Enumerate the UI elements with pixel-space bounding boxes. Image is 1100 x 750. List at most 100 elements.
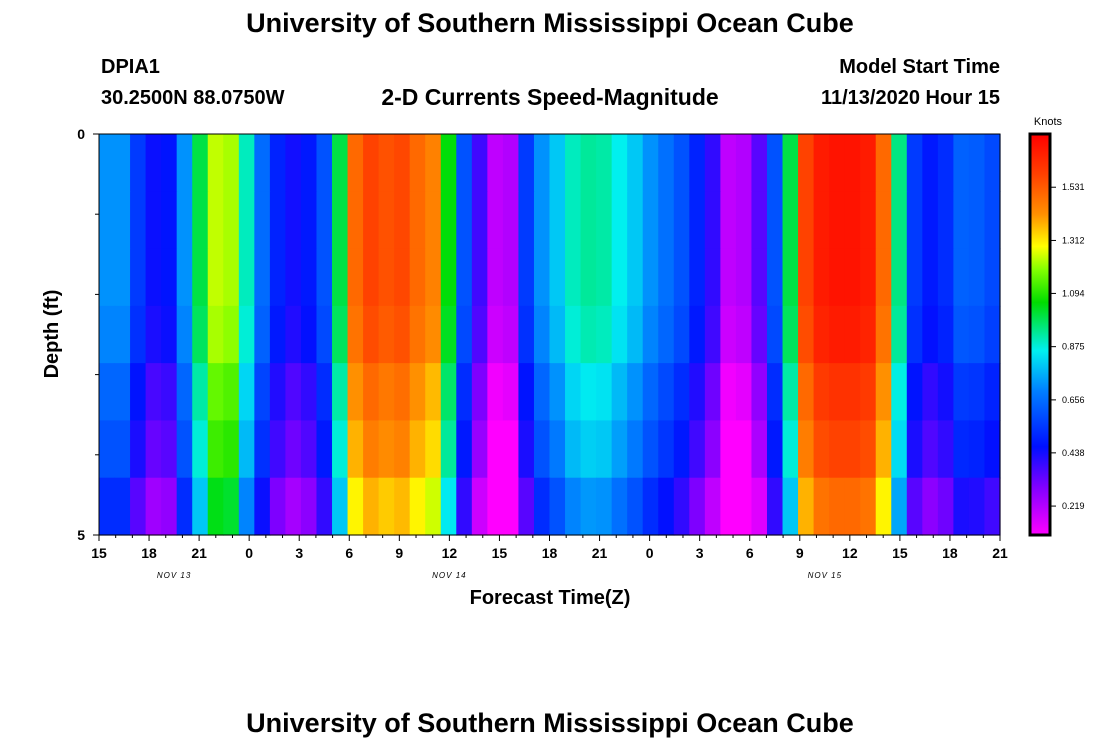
heatmap-cell: [223, 248, 240, 307]
heatmap-cell: [145, 420, 162, 479]
heatmap-cell: [611, 305, 628, 364]
heatmap-cell: [378, 248, 395, 307]
heatmap-cell: [798, 134, 815, 192]
heatmap-cell: [829, 191, 846, 250]
colorbar-tick-label: 0.656: [1062, 395, 1085, 405]
heatmap-cell: [161, 305, 178, 364]
heatmap-cell: [798, 420, 815, 479]
heatmap-cell: [953, 134, 970, 192]
heatmap-cell: [766, 363, 784, 422]
heatmap-cell: [394, 477, 411, 536]
heatmap-cell: [409, 191, 426, 250]
heatmap-cell: [518, 248, 535, 307]
heatmap-cell: [440, 363, 457, 422]
heatmap-cell: [223, 363, 240, 422]
x-tick-label: 15: [91, 545, 107, 561]
heatmap-cell: [984, 420, 1001, 479]
heatmap-cell: [937, 134, 954, 192]
heatmap-cell: [968, 477, 986, 536]
heatmap-cell: [751, 477, 768, 536]
heatmap-cell: [332, 248, 349, 307]
heatmap-cell: [130, 191, 147, 250]
heatmap-cell: [611, 477, 628, 536]
heatmap-cell: [161, 248, 178, 307]
heatmap-cell: [891, 248, 908, 307]
x-tick-label: 12: [442, 545, 458, 561]
heatmap-cell: [378, 191, 395, 250]
heatmap-cell: [937, 477, 954, 536]
heatmap-cell: [689, 477, 706, 536]
heatmap-cell: [347, 134, 364, 192]
x-tick-label: 3: [295, 545, 303, 561]
heatmap-cell: [844, 191, 861, 250]
heatmap-cell: [533, 305, 551, 364]
heatmap-cell: [471, 248, 488, 307]
heatmap-cell: [285, 363, 302, 422]
heatmap-cell: [223, 134, 240, 192]
heatmap-cell: [704, 420, 721, 479]
heatmap-cell: [813, 305, 830, 364]
heatmap-cell: [937, 420, 954, 479]
heatmap-cell: [658, 477, 675, 536]
heatmap-cell: [456, 248, 473, 307]
heatmap-cell: [347, 305, 364, 364]
heatmap-cell: [161, 420, 178, 479]
day-label: NOV 14: [432, 571, 466, 580]
heatmap-cell: [316, 363, 333, 422]
heatmap-cell: [223, 420, 240, 479]
heatmap-cell: [161, 363, 178, 422]
heatmap-cell: [176, 134, 193, 192]
heatmap-cell: [906, 305, 923, 364]
heatmap-cell: [99, 477, 116, 536]
heatmap-cell: [99, 420, 116, 479]
heatmap-cell: [238, 305, 255, 364]
x-tick-label: 12: [842, 545, 858, 561]
x-tick-label: 6: [746, 545, 754, 561]
heatmap-cell: [953, 305, 970, 364]
heatmap-cell: [627, 305, 644, 364]
heatmap-cell: [440, 477, 457, 536]
heatmap-cell: [751, 248, 768, 307]
x-tick-label: 6: [345, 545, 353, 561]
heatmap-cell: [238, 477, 255, 536]
heatmap-cell: [658, 305, 675, 364]
heatmap-cell: [254, 191, 271, 250]
heatmap-cell: [596, 248, 613, 307]
heatmap-cell: [766, 134, 784, 192]
heatmap-cell: [192, 191, 209, 250]
heatmap-cell: [285, 477, 302, 536]
colorbar-tick-label: 1.094: [1062, 288, 1085, 298]
heatmap-cell: [409, 477, 426, 536]
heatmap-cell: [487, 191, 504, 250]
heatmap-cell: [316, 248, 333, 307]
heatmap-cell: [161, 191, 178, 250]
heatmap-cell: [766, 420, 784, 479]
heatmap-cell: [238, 191, 255, 250]
x-axis: 15 18 21 0 3 6 9 12 15 18 21 0 3 6 9 12 15 18 21 NOV 13 NOV …: [91, 535, 1008, 580]
heatmap-cell: [627, 420, 644, 479]
heatmap-cell: [114, 191, 131, 250]
heatmap-cell: [704, 248, 721, 307]
heatmap-cell: [332, 363, 349, 422]
heatmap-cell: [968, 191, 986, 250]
heatmap-cell: [953, 363, 970, 422]
heatmap-cell: [844, 363, 861, 422]
x-tick-label: 3: [696, 545, 704, 561]
heatmap-cell: [254, 477, 271, 536]
heatmap-cell: [984, 477, 1001, 536]
heatmap-cell: [704, 191, 721, 250]
heatmap-cell: [471, 363, 488, 422]
colorbar: [1028, 132, 1052, 537]
heatmap-cell: [565, 420, 582, 479]
heatmap-cell: [627, 248, 644, 307]
x-tick-label: 9: [395, 545, 403, 561]
heatmap-cell: [565, 477, 582, 536]
heatmap-cell: [782, 191, 799, 250]
heatmap-cell: [238, 420, 255, 479]
heatmap-cell: [891, 363, 908, 422]
heatmap-cell: [378, 477, 395, 536]
heatmap-cell: [192, 134, 209, 192]
heatmap-cell: [611, 420, 628, 479]
heatmap-cell: [689, 305, 706, 364]
heatmap-cell: [953, 248, 970, 307]
